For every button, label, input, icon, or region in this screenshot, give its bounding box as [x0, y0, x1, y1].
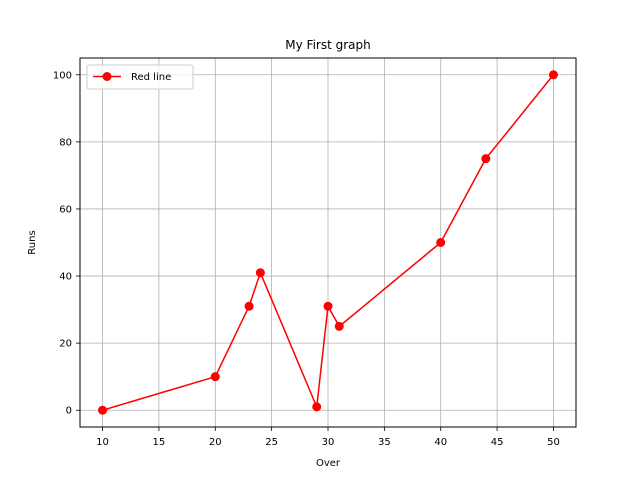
y-axis-ticks: 0 20 40 60 80 100 [53, 70, 80, 417]
grid [80, 58, 576, 427]
x-tick-label: 20 [209, 437, 222, 448]
y-tick-label: 100 [53, 70, 72, 81]
x-tick-label: 15 [153, 437, 166, 448]
legend-box [86, 64, 194, 90]
x-axis-label: Over [316, 458, 341, 469]
data-point-marker [548, 70, 558, 80]
series-group [98, 70, 558, 415]
chart-title: My First graph [285, 38, 370, 52]
y-axis-label: Runs [27, 230, 38, 254]
x-tick-label: 30 [322, 437, 335, 448]
data-point-marker [98, 405, 108, 415]
series-line [102, 74, 555, 411]
x-tick-label: 10 [96, 437, 109, 448]
data-point-marker [312, 402, 322, 412]
y-tick-label: 0 [66, 406, 72, 417]
data-point-marker [255, 268, 265, 278]
y-tick-label: 60 [59, 204, 72, 215]
x-axis-ticks: 10 15 20 25 30 35 40 45 50 [96, 427, 560, 448]
data-point-marker [334, 321, 344, 331]
legend: Red line [86, 64, 194, 90]
data-point-marker [481, 154, 491, 164]
legend-label: Red line [131, 72, 171, 83]
data-point-marker [323, 301, 333, 311]
x-tick-label: 50 [547, 437, 560, 448]
y-tick-label: 80 [59, 137, 72, 148]
data-point-marker [210, 372, 220, 382]
x-tick-label: 40 [434, 437, 447, 448]
x-tick-label: 35 [378, 437, 391, 448]
data-point-marker [244, 301, 254, 311]
plot-area-frame [79, 57, 577, 428]
x-tick-label: 25 [265, 437, 278, 448]
x-tick-label: 45 [491, 437, 504, 448]
y-tick-label: 40 [59, 272, 72, 283]
legend-marker-swatch [102, 72, 112, 81]
y-tick-label: 20 [59, 339, 72, 350]
data-point-marker [436, 238, 446, 247]
